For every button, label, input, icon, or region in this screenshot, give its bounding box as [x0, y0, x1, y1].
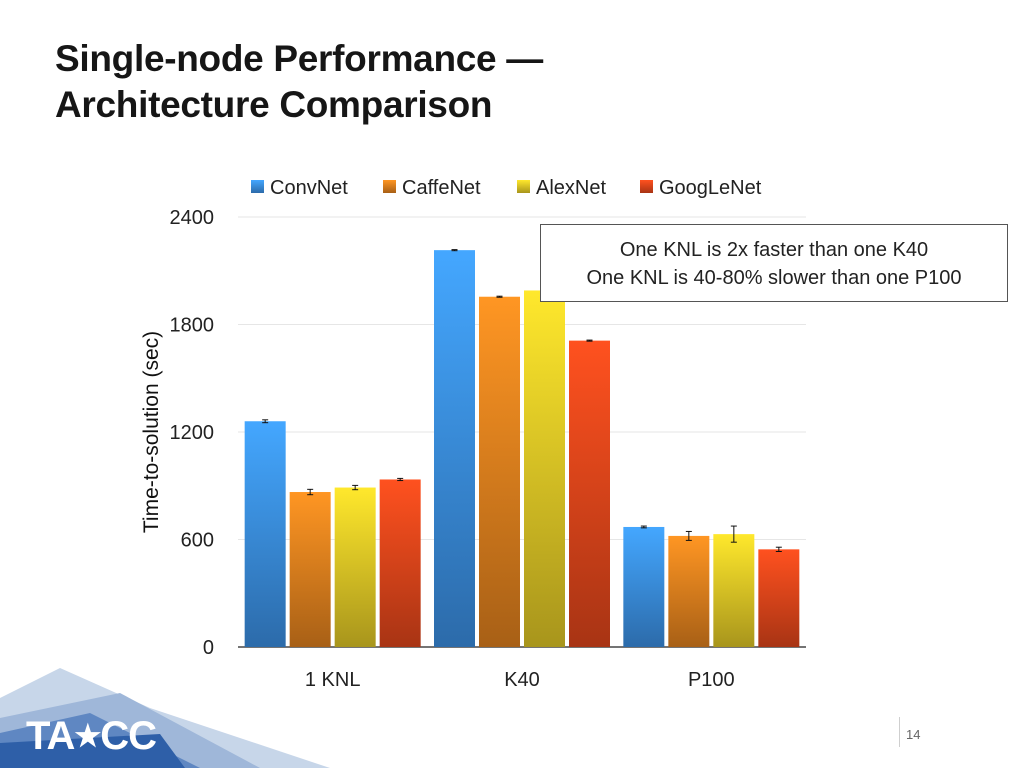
y-tick-label: 0: [203, 637, 214, 659]
bar-googlenet-2: [758, 549, 800, 647]
y-axis-label: Time-to-solution (sec): [140, 331, 163, 533]
callout-line1: One KNL is 2x faster than one K40: [619, 239, 929, 261]
x-tick-label: K40: [504, 669, 540, 691]
y-tick-label: 2400: [170, 207, 215, 229]
bar-convnet-2: [623, 526, 665, 647]
slide-title-line1: Single-node Performance —: [55, 38, 543, 79]
bar-googlenet-1: [569, 340, 610, 647]
legend-swatch-convnet: [251, 180, 264, 193]
callout-line2: One KNL is 40-80% slower than one P100: [586, 267, 962, 289]
legend-label-caffenet: CaffeNet: [402, 177, 481, 199]
bar-caffenet-2: [668, 535, 710, 647]
page-number: 14: [906, 727, 921, 742]
footer-decoration: [0, 668, 330, 768]
legend-label-alexnet: AlexNet: [536, 177, 606, 199]
bar-alexnet-2: [713, 534, 755, 647]
legend-label-convnet: ConvNet: [270, 177, 348, 199]
bar-alexnet-1: [524, 290, 565, 647]
bar-convnet-1: [434, 250, 475, 648]
labels-layer: 0 600 1200 1800 2400 Time-to-solution (sec) 1 …: [140, 207, 735, 691]
bar-convnet-0: [244, 421, 286, 647]
y-tick-label: 1200: [170, 422, 215, 444]
y-tick-label: 600: [181, 530, 214, 552]
legend-swatch-alexnet: [517, 180, 530, 193]
legend-label-googlenet: GoogLeNet: [659, 177, 762, 199]
bars-layer: [244, 249, 800, 648]
bar-alexnet-0: [334, 487, 376, 647]
grid-layer: [238, 216, 806, 648]
slide-title: Single-node Performance — Architecture C…: [55, 36, 755, 128]
bar-caffenet-0: [289, 492, 331, 647]
legend: ConvNet CaffeNet AlexNet GoogLeNet: [251, 177, 762, 199]
x-tick-label: 1 KNL: [305, 669, 361, 691]
bar-caffenet-1: [479, 296, 520, 647]
slide-title-line2: Architecture Comparison: [55, 84, 493, 125]
legend-swatch-caffenet: [383, 180, 396, 193]
star-icon: ★: [74, 720, 101, 753]
x-tick-label: P100: [688, 669, 735, 691]
legend-swatch-googlenet: [640, 180, 653, 193]
bar-googlenet-0: [379, 479, 421, 647]
tacc-logo: TA★CC: [26, 714, 157, 758]
annotation-callout: One KNL is 2x faster than one K40 One KN…: [540, 224, 1008, 302]
page-divider: [899, 717, 900, 747]
y-tick-label: 1800: [170, 315, 215, 337]
